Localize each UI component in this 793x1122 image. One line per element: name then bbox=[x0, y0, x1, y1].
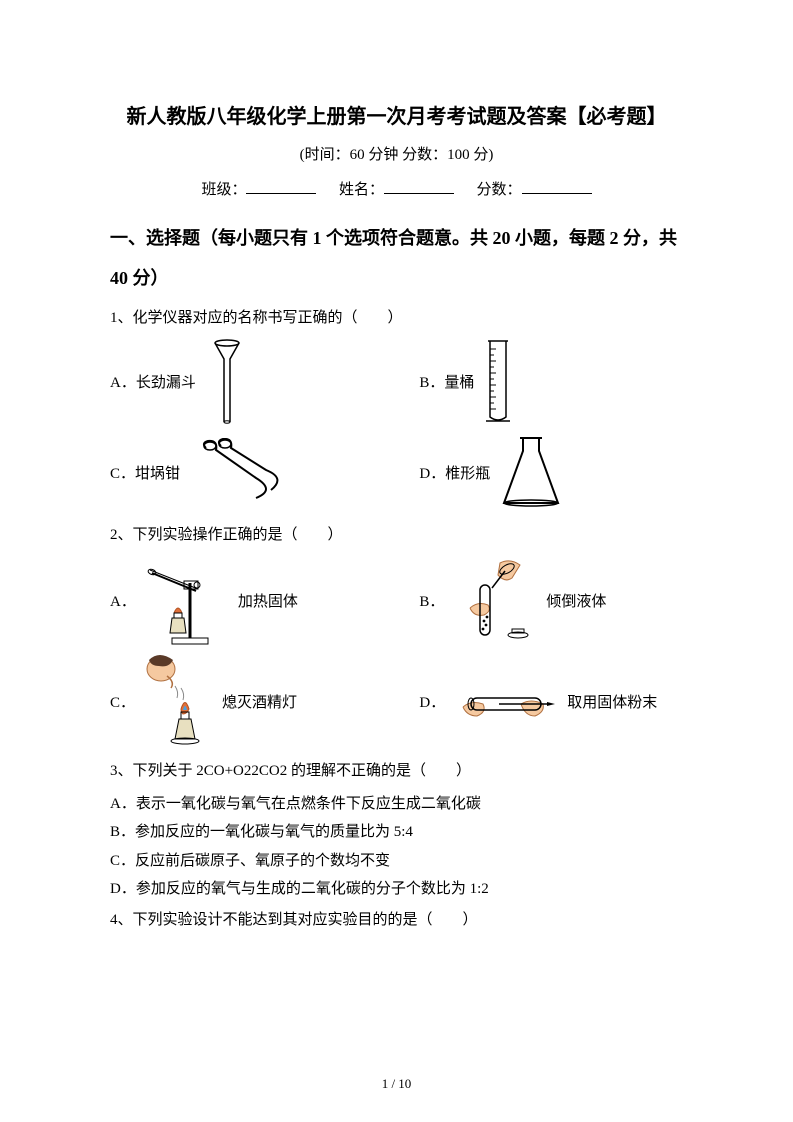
q2-d-label: D． bbox=[419, 691, 445, 712]
q1-opt-a: A．长劲漏斗 bbox=[110, 337, 419, 427]
q3-c: C．反应前后碳原子、氧原子的个数均不变 bbox=[110, 847, 683, 876]
q3-d: D．参加反应的氧气与生成的二氧化碳的分子个数比为 1:2 bbox=[110, 875, 683, 904]
q4-text: 4、下列实验设计不能达到其对应实验目的的是（ ） bbox=[110, 906, 683, 935]
q1-c-label: C．坩埚钳 bbox=[110, 462, 180, 483]
info-line: 班级： 姓名： 分数： bbox=[110, 178, 683, 199]
q2-c-desc: 熄灭酒精灯 bbox=[222, 691, 297, 712]
q1-opt-d: D．椎形瓶 bbox=[419, 433, 683, 513]
name-label: 姓名： bbox=[339, 182, 384, 198]
section-1-heading: 一、选择题（每小题只有 1 个选项符合题意。共 20 小题，每题 2 分，共 4… bbox=[110, 219, 683, 298]
q2-b-desc: 倾倒液体 bbox=[546, 590, 606, 611]
q1-row2: C．坩埚钳 D．椎形瓶 bbox=[110, 433, 683, 513]
q3-a: A．表示一氧化碳与氧气在点燃条件下反应生成二氧化碳 bbox=[110, 790, 683, 819]
q2-row1: A． 加热固体 B． bbox=[110, 553, 683, 648]
blow-lamp-icon bbox=[141, 654, 216, 749]
q2-opt-b: B． 倾倒液体 bbox=[419, 553, 683, 648]
q1-a-label: A．长劲漏斗 bbox=[110, 371, 196, 392]
q3-b: B．参加反应的一氧化碳与氧气的质量比为 5:4 bbox=[110, 818, 683, 847]
q1-row1: A．长劲漏斗 B．量桶 bbox=[110, 337, 683, 427]
q2-c-label: C． bbox=[110, 691, 135, 712]
q2-opt-d: D． 取用固体粉末 bbox=[419, 672, 683, 732]
heating-solid-icon bbox=[142, 553, 232, 648]
tongs-icon bbox=[186, 438, 296, 508]
q2-opt-a: A． 加热固体 bbox=[110, 553, 419, 648]
page-number: 1 / 10 bbox=[0, 1076, 793, 1092]
pour-liquid-icon bbox=[450, 553, 540, 648]
q3-text: 3、下列关于 2CO+O22CO2 的理解不正确的是（ ） bbox=[110, 757, 683, 786]
q2-row2: C． 熄灭酒精灯 D． bbox=[110, 654, 683, 749]
funnel-icon bbox=[202, 337, 252, 427]
q1-opt-b: B．量桶 bbox=[419, 337, 683, 427]
q1-opt-c: C．坩埚钳 bbox=[110, 438, 419, 508]
document-title: 新人教版八年级化学上册第一次月考考试题及答案【必考题】 bbox=[110, 100, 683, 129]
q2-text: 2、下列实验操作正确的是（ ） bbox=[110, 521, 683, 550]
q2-d-desc: 取用固体粉末 bbox=[567, 691, 657, 712]
flask-icon bbox=[496, 433, 566, 513]
take-solid-icon bbox=[451, 672, 561, 732]
class-blank[interactable] bbox=[246, 179, 316, 194]
q2-opt-c: C． 熄灭酒精灯 bbox=[110, 654, 419, 749]
name-blank[interactable] bbox=[384, 179, 454, 194]
q2-a-desc: 加热固体 bbox=[238, 590, 298, 611]
q2-b-label: B． bbox=[419, 590, 444, 611]
score-label: 分数： bbox=[477, 182, 522, 198]
cylinder-icon bbox=[480, 337, 516, 427]
q1-b-label: B．量桶 bbox=[419, 371, 474, 392]
q2-a-label: A． bbox=[110, 590, 136, 611]
document-subtitle: (时间：60 分钟 分数：100 分) bbox=[110, 143, 683, 164]
score-blank[interactable] bbox=[522, 179, 592, 194]
q1-text: 1、化学仪器对应的名称书写正确的（ ） bbox=[110, 304, 683, 333]
q1-d-label: D．椎形瓶 bbox=[419, 462, 490, 483]
class-label: 班级： bbox=[201, 182, 246, 198]
